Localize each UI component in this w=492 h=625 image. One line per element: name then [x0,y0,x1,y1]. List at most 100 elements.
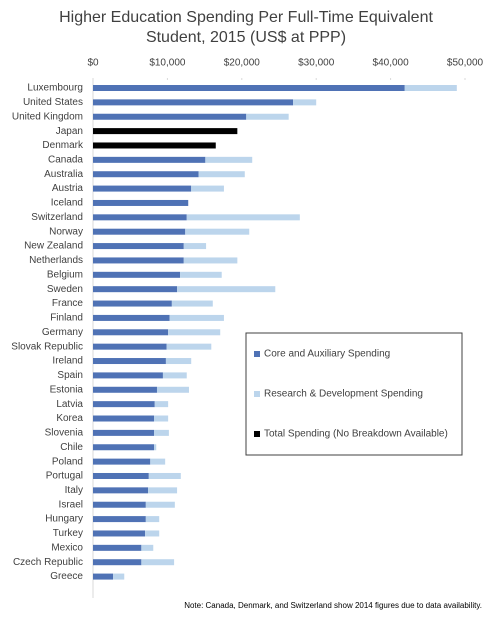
x-tick-label: $0 [87,58,99,69]
bar [168,329,221,336]
note: Note: Canada, Denmark, and Switzerland s… [184,601,482,610]
bar [183,243,207,250]
bar [93,300,172,307]
legend-swatch [254,351,260,357]
legend-swatch [254,391,260,397]
bar [154,444,157,451]
y-tick-label: Sweden [47,284,83,295]
bar [246,113,289,120]
y-tick-label: Norway [49,226,83,237]
bar [93,573,114,580]
y-tick-label: Ireland [52,356,83,367]
bar [93,501,146,508]
y-tick-label: Spain [57,370,83,381]
y-tick-label: Korea [56,413,83,424]
bar [293,99,317,106]
legend-label: Research & Development Spending [264,389,423,400]
bar [150,458,166,465]
bar [141,544,154,551]
y-tick-label: Slovenia [45,428,84,439]
bar [93,458,151,465]
bar [93,530,146,537]
bar [145,530,160,537]
bar [145,501,175,508]
legend-swatch [254,431,260,437]
y-tick-label: France [52,298,84,309]
bar [93,286,178,293]
bar [165,358,192,365]
x-tick-label: $20,000 [224,58,261,69]
bar [198,171,245,178]
bar [154,415,169,422]
y-tick-label: Latvia [56,399,83,410]
y-tick-label: Belgium [47,269,83,280]
bar [93,99,294,106]
bar [93,142,216,149]
y-tick-label: Estonia [50,384,84,395]
legend-label: Total Spending (No Breakdown Available) [264,429,448,440]
bar [171,300,213,307]
y-tick-label: Czech Republic [13,557,83,568]
bar [93,156,206,163]
y-tick-label: Switzerland [31,212,83,223]
bar [93,314,170,321]
bar [148,472,181,479]
x-tick-label: $40,000 [373,58,410,69]
bar [93,329,169,336]
bar [185,228,250,235]
y-tick-label: Netherlands [29,255,83,266]
bar [141,559,175,566]
y-tick-label: Denmark [42,140,84,151]
bar [205,156,253,163]
bar [93,429,155,436]
y-tick-label: Poland [52,456,83,467]
y-tick-label: United States [23,97,83,108]
y-tick-label: Portugal [46,471,83,482]
legend-box [245,332,463,456]
bar [145,516,160,523]
y-tick-label: Canada [48,154,83,165]
bar [180,271,222,278]
bar [154,429,169,436]
x-tick-label: $50,000 [447,58,484,69]
bar [93,358,166,365]
y-tick-label: Austria [52,183,84,194]
bar [93,386,157,393]
y-tick-label: Greece [50,571,83,582]
x-tick-label: $10,000 [149,58,186,69]
y-tick-label: Luxembourg [27,83,83,94]
x-tick-label: $30,000 [298,58,335,69]
bar [93,401,155,408]
y-tick-label: Mexico [51,542,83,553]
y-tick-label: Finland [50,313,83,324]
bar [93,199,189,206]
legend-label: Core and Auxiliary Spending [264,349,390,360]
bar [93,185,192,192]
bar [166,343,212,350]
y-tick-label: Germany [42,327,83,338]
y-tick-label: Australia [44,169,83,180]
bar [93,415,155,422]
bar [93,228,186,235]
y-tick-label: Israel [59,499,83,510]
bar [93,257,184,264]
bar [93,516,146,523]
y-tick-label: Japan [56,126,83,137]
bar [93,472,149,479]
y-tick-label: United Kingdom [12,111,83,122]
bar [154,401,169,408]
y-tick-label: Hungary [45,514,83,525]
y-tick-label: New Zealand [24,241,83,252]
bar [93,372,163,379]
y-tick-label: Chile [60,442,83,453]
bar [156,386,189,393]
y-tick-label: Slovak Republic [11,341,83,352]
y-tick-label: Turkey [53,528,83,539]
bar [93,243,184,250]
bar [93,559,142,566]
chart-title: Higher Education Spending Per Full-Time … [59,9,433,46]
bar [183,257,238,264]
bar [177,286,276,293]
bar [186,214,300,221]
